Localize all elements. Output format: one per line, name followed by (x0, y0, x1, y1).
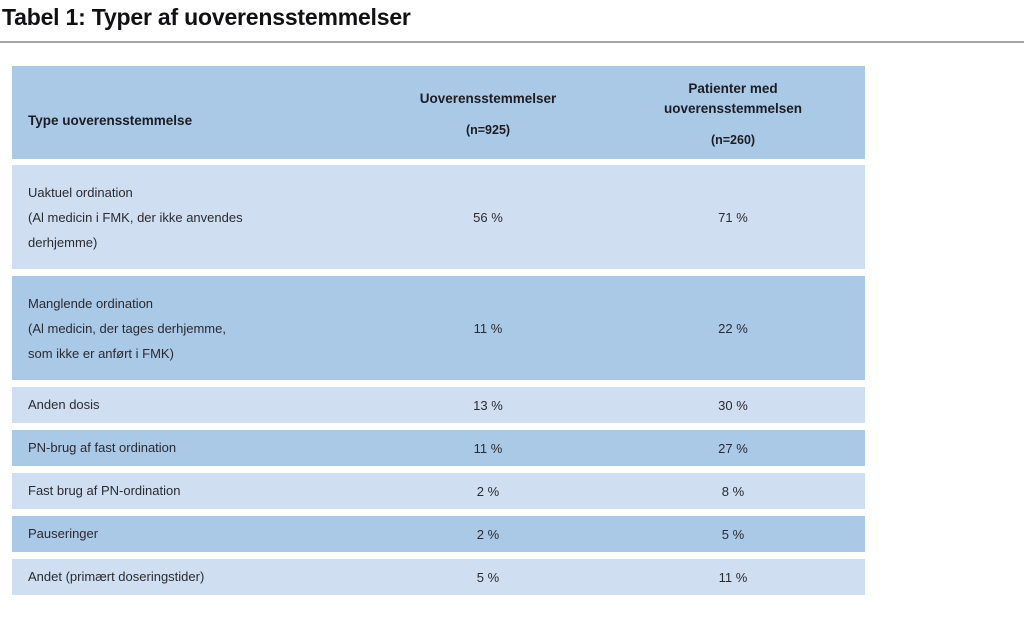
row-patienter-cell: 8 % (601, 473, 865, 509)
page-title: Tabel 1: Typer af uoverensstemmelser (2, 4, 411, 30)
table-row: Anden dosis 13 % 30 % (12, 387, 865, 423)
row-type-cell: Anden dosis (28, 397, 100, 412)
header-cell-type: Type uoverensstemmelse (28, 113, 193, 128)
row-uoverensstemmelser-cell: 13 % (375, 387, 601, 423)
header-label-patienter: Patienter med uoverensstemmelsen (663, 80, 803, 116)
row-patienter-cell: 71 % (601, 165, 865, 269)
uoverensstemmelser-value: 5 % (476, 569, 500, 585)
row-uoverensstemmelser-cell: 56 % (375, 165, 601, 269)
patienter-value: 71 % (718, 209, 748, 225)
row-uoverensstemmelser-cell: 5 % (375, 559, 601, 595)
patienter-value: 22 % (718, 320, 748, 336)
row-type-cell: Pauseringer (28, 526, 99, 541)
row-uoverensstemmelser-cell: 11 % (375, 276, 601, 380)
table-header-row: Type uoverensstemmelse Uoverensstemmelse… (12, 66, 865, 159)
row-type-cell: PN-brug af fast ordination (28, 440, 177, 455)
table-row: PN-brug af fast ordination 11 % 27 % (12, 430, 865, 466)
patienter-value: 5 % (721, 526, 745, 542)
patienter-value: 30 % (718, 397, 748, 413)
table-row: Pauseringer 2 % 5 % (12, 516, 865, 552)
row-type-cell: Andet (primært doseringstider) (28, 569, 205, 584)
row-patienter-cell: 30 % (601, 387, 865, 423)
row-type-cell: Manglende ordination (Al medicin, der ta… (28, 295, 226, 361)
row-type-cell: Uaktuel ordination (Al medicin i FMK, de… (28, 184, 243, 250)
header-subtext-n925: (n=925) (465, 122, 511, 137)
patienter-value: 11 % (718, 569, 748, 585)
discrepancy-table: Type uoverensstemmelse Uoverensstemmelse… (12, 66, 865, 595)
row-patienter-cell: 22 % (601, 276, 865, 380)
table-body: Uaktuel ordination (Al medicin i FMK, de… (12, 165, 865, 595)
uoverensstemmelser-value: 2 % (476, 483, 500, 499)
row-patienter-cell: 5 % (601, 516, 865, 552)
uoverensstemmelser-value: 56 % (473, 209, 503, 225)
header-cell-patienter: Patienter med uoverensstemmelsen (n=260) (601, 66, 865, 159)
row-uoverensstemmelser-cell: 11 % (375, 430, 601, 466)
row-patienter-cell: 11 % (601, 559, 865, 595)
row-uoverensstemmelser-cell: 2 % (375, 516, 601, 552)
uoverensstemmelser-value: 2 % (476, 526, 500, 542)
table-row: Uaktuel ordination (Al medicin i FMK, de… (12, 165, 865, 269)
row-type-cell: Fast brug af PN-ordination (28, 483, 181, 498)
row-patienter-cell: 27 % (601, 430, 865, 466)
header-label-uoverensstemmelser: Uoverensstemmelser (419, 90, 557, 106)
uoverensstemmelser-value: 13 % (473, 397, 503, 413)
title-divider (0, 41, 1024, 43)
header-cell-uoverensstemmelser: Uoverensstemmelser (n=925) (375, 66, 601, 159)
patienter-value: 27 % (718, 440, 748, 456)
patienter-value: 8 % (721, 483, 745, 499)
row-uoverensstemmelser-cell: 2 % (375, 473, 601, 509)
table-row: Andet (primært doseringstider) 5 % 11 % (12, 559, 865, 595)
table-row: Fast brug af PN-ordination 2 % 8 % (12, 473, 865, 509)
header-subtext-n260: (n=260) (710, 132, 756, 147)
uoverensstemmelser-value: 11 % (473, 320, 503, 336)
table-row: Manglende ordination (Al medicin, der ta… (12, 276, 865, 380)
uoverensstemmelser-value: 11 % (473, 440, 503, 456)
